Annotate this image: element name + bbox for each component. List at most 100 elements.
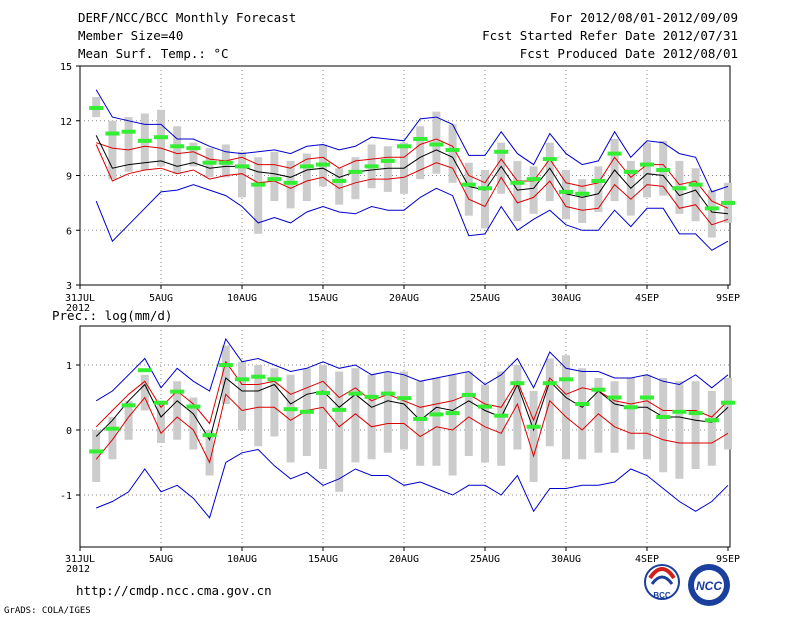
observed-marker (688, 182, 703, 187)
spread-box (286, 374, 295, 463)
spread-box (302, 153, 311, 202)
observed-marker (170, 389, 185, 394)
observed-marker (575, 402, 590, 406)
observed-marker (154, 400, 168, 405)
spread-box (578, 368, 587, 460)
x-year-label: 2012 (66, 564, 90, 575)
spread-box (497, 371, 506, 466)
observed-marker (656, 168, 671, 173)
observed-marker (494, 149, 509, 154)
observed-marker (235, 164, 249, 169)
spread-box (416, 126, 425, 180)
spread-box (513, 365, 522, 450)
max-series-line (95, 89, 729, 193)
upper-series-line (96, 138, 729, 209)
spread-box (335, 371, 344, 492)
spread-box (448, 124, 457, 183)
observed-marker (251, 182, 266, 187)
x-tick-label: 31JUL (65, 554, 95, 565)
source-url[interactable]: http://cmdp.ncc.cma.gov.cn (76, 583, 272, 598)
spread-box (173, 381, 182, 440)
observed-marker (721, 400, 735, 405)
observed-marker (542, 157, 557, 162)
spread-box (108, 120, 117, 180)
x-tick-label: 15AUG (308, 554, 338, 565)
x-tick-label: 4SEP (635, 554, 659, 565)
spread-box (448, 374, 457, 476)
spread-box (254, 365, 263, 447)
spread-box (238, 151, 246, 198)
x-tick-label: 30AUG (551, 554, 581, 565)
spread-box (481, 170, 489, 229)
observed-marker (445, 411, 460, 416)
observed-marker (137, 138, 152, 143)
observed-marker (202, 160, 217, 165)
observed-marker (656, 415, 671, 419)
bcc-logo-text: BCC (653, 591, 671, 600)
x-tick-label: 10AUG (227, 554, 257, 565)
observed-marker (559, 377, 573, 382)
spread-box (383, 146, 392, 192)
observed-marker (461, 392, 476, 397)
spread-box (545, 142, 554, 202)
observed-marker (267, 177, 282, 182)
spread-box (157, 400, 165, 443)
spread-box (691, 168, 700, 222)
y-tick-label: 0 (66, 426, 72, 437)
bcc-logo: BCC (644, 564, 680, 600)
observed-marker (105, 426, 120, 431)
grads-credit: GrADS: COLA/IGES (4, 606, 91, 616)
spread-box (270, 368, 279, 437)
observed-marker (688, 411, 703, 416)
mean-series-line (95, 377, 729, 442)
observed-marker (413, 416, 428, 421)
observed-marker (380, 391, 395, 396)
fcst-started-date: Fcst Started Refer Date 2012/07/31 (482, 28, 738, 43)
observed-marker (559, 189, 573, 194)
observed-marker (445, 147, 460, 152)
spread-box (108, 417, 117, 460)
x-tick-label: 9SEP (716, 554, 740, 565)
lower-series-line (95, 393, 729, 464)
spread-box (626, 378, 635, 450)
observed-marker (526, 424, 541, 429)
member-size: Member Size=40 (78, 28, 184, 43)
x-tick-label: 4SEP (635, 293, 659, 304)
observed-marker (623, 169, 638, 174)
observed-marker (591, 387, 606, 392)
spread-box (578, 179, 587, 223)
observed-marker (186, 404, 201, 409)
fcst-produced-date: Fcst Produced Date 2012/08/01 (519, 46, 738, 61)
mean-series-line (95, 135, 729, 215)
observed-marker (89, 105, 104, 110)
spread-box (594, 378, 603, 453)
x-tick-label: 5AUG (149, 554, 173, 565)
observed-marker (186, 146, 201, 151)
y-tick-label: -1 (60, 491, 72, 502)
observed-marker (397, 396, 411, 401)
y-tick-label: 6 (66, 226, 72, 237)
observed-marker (137, 368, 152, 373)
spread-box (643, 142, 651, 198)
panel1-variable-label: Mean Surf. Temp.: °C (78, 46, 229, 61)
observed-marker (170, 144, 185, 149)
observed-marker (494, 413, 509, 418)
forecast-period: For 2012/08/01-2012/09/09 (549, 10, 738, 25)
observed-marker (348, 391, 363, 396)
observed-marker (267, 377, 282, 382)
x-tick-label: 30AUG (551, 293, 581, 304)
observed-marker (316, 390, 330, 395)
spread-box (238, 361, 246, 430)
spread-box (367, 374, 376, 460)
observed-marker (235, 377, 249, 382)
observed-marker (429, 412, 444, 417)
spread-box (610, 381, 619, 453)
observed-marker (283, 180, 298, 185)
observed-marker (89, 449, 104, 454)
spread-box (659, 378, 668, 473)
observed-marker (510, 381, 525, 386)
observed-marker (704, 418, 719, 423)
observed-marker (607, 151, 622, 156)
spread-box (400, 371, 408, 450)
